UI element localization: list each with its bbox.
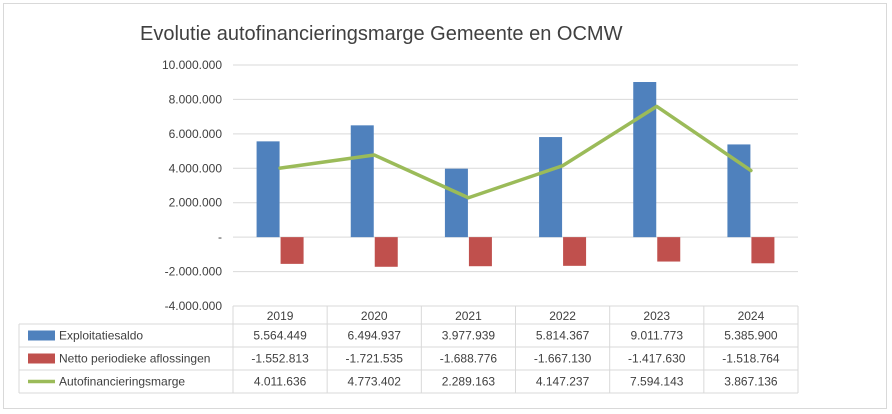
data-label: 7.594.143 (630, 375, 684, 389)
bar-exploitatiesaldo (350, 125, 374, 238)
grid-layer: 10.000.000 8.000.000 6.000.000 4.000.000 2.0… (162, 58, 798, 313)
x-category-label: 2023 (643, 309, 670, 323)
bar-exploitatiesaldo (539, 137, 563, 238)
bar-exploitatiesaldo (633, 82, 657, 238)
legend-key (28, 353, 55, 364)
data-label: 3.977.939 (442, 329, 496, 343)
y-tick-label: 4.000.000 (169, 161, 223, 175)
line-layer (278, 104, 753, 200)
data-label: 2.289.163 (442, 375, 496, 389)
y-tick-label: - (218, 230, 222, 244)
x-category-label: 2021 (455, 309, 482, 323)
legend-label: Exploitatiesaldo (59, 329, 143, 343)
data-label: 5.814.367 (536, 329, 590, 343)
data-label: -1.417.630 (628, 352, 686, 366)
x-category-label: 2024 (738, 309, 765, 323)
bar-netto-periodieke-aflossingen (751, 237, 775, 264)
line-autofinancieringsmarge (278, 104, 753, 200)
data-label: 5.385.900 (724, 329, 778, 343)
data-label: -1.721.535 (346, 352, 404, 366)
data-label: 4.147.237 (536, 375, 590, 389)
data-label: 3.867.136 (724, 375, 778, 389)
data-label: 4.011.636 (254, 375, 307, 389)
x-category-label: 2022 (549, 309, 576, 323)
bar-exploitatiesaldo (444, 168, 468, 238)
bar-netto-periodieke-aflossingen (563, 237, 587, 266)
data-label: -1.552.813 (251, 352, 309, 366)
data-label: 5.564.449 (253, 329, 307, 343)
x-category-label: 2019 (267, 309, 294, 323)
chart-frame (3, 3, 887, 409)
data-label: 6.494.937 (348, 329, 402, 343)
bar-exploitatiesaldo (256, 141, 280, 238)
bar-netto-periodieke-aflossingen (280, 237, 304, 264)
data-label: -1.667.130 (534, 352, 592, 366)
data-table: 2019 2020 2021 2022 2023 2024 Exploitatiesaldo… (18, 305, 799, 394)
y-tick-label: 2.000.000 (169, 196, 223, 210)
data-label: 9.011.773 (631, 329, 684, 343)
bar-netto-periodieke-aflossingen (468, 237, 492, 267)
bar-layer (256, 82, 775, 267)
y-tick-label: 8.000.000 (169, 92, 223, 106)
y-tick-label: -2.000.000 (165, 265, 223, 279)
bar-netto-periodieke-aflossingen (657, 237, 681, 262)
legend-key (28, 330, 55, 341)
y-tick-label: 10.000.000 (162, 58, 222, 72)
data-label: -1.688.776 (440, 352, 498, 366)
chart-title: Evolutie autofinancieringsmarge Gemeente… (140, 23, 623, 45)
legend-label: Netto periodieke aflossingen (59, 352, 210, 366)
legend-label: Autofinancieringsmarge (59, 375, 185, 389)
y-tick-label: -4.000.000 (165, 299, 223, 313)
x-category-label: 2020 (361, 309, 388, 323)
y-tick-label: 6.000.000 (169, 127, 223, 141)
bar-netto-periodieke-aflossingen (374, 237, 398, 267)
data-label: 4.773.402 (348, 375, 402, 389)
data-label: -1.518.764 (722, 352, 780, 366)
